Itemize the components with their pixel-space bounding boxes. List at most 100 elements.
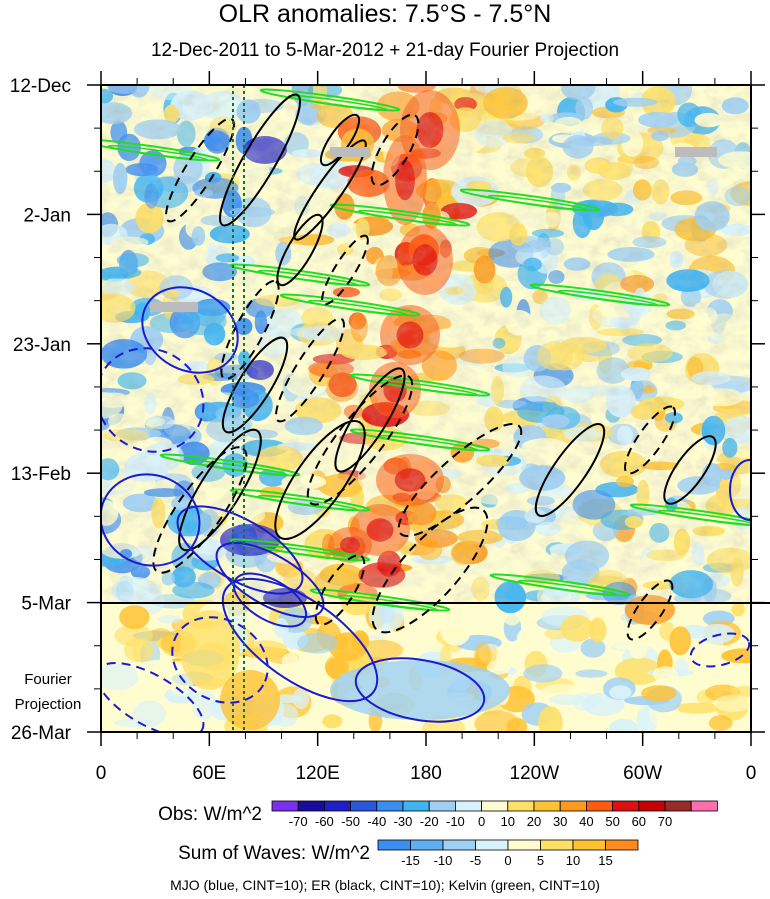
er-contour [397, 423, 523, 537]
anomaly-cell [440, 615, 471, 646]
kelvin-contour [287, 94, 389, 112]
er-contour [626, 579, 674, 641]
er-contour [306, 374, 414, 506]
anomaly-cell [614, 657, 663, 685]
anomaly-cell [731, 602, 745, 617]
colorbar-label: 60 [632, 814, 646, 829]
colorbar-label: -10 [446, 814, 465, 829]
anomaly-cell [710, 661, 736, 685]
colorbar-label: 40 [579, 814, 593, 829]
anomaly-cell [565, 709, 581, 732]
kelvin-contour [307, 299, 409, 317]
anomaly-cell [138, 659, 183, 673]
x-tick-label: 60E [192, 763, 226, 784]
er-contour [165, 117, 235, 223]
colorbar-swatch [507, 839, 541, 851]
colorbar-swatch [605, 839, 639, 851]
missing-patch [675, 147, 717, 157]
anomaly-cell [721, 648, 751, 664]
chart-subtitle: 12-Dec-2011 to 5-Mar-2012 + 21-day Fouri… [150, 40, 620, 61]
er-contour [534, 423, 606, 517]
kelvin-contour [657, 509, 751, 527]
x-axis: 0 60E 120E 180 120W 60W 0 [96, 71, 757, 784]
mjo-contour [101, 347, 205, 453]
anomaly-cell [538, 706, 563, 732]
anomaly-cell [153, 681, 168, 709]
colorbar-swatch [410, 839, 444, 851]
colorbar-swatch [507, 800, 535, 812]
colorbar-swatch [271, 800, 299, 812]
mjo-contour [354, 657, 486, 723]
y-tick-label: 2-Jan [23, 205, 71, 226]
kelvin-contour [337, 594, 439, 612]
anomaly-cell [575, 669, 608, 678]
projection-anomaly [180, 610, 240, 690]
mjo-contour [232, 572, 308, 628]
anomaly-cell [486, 660, 511, 675]
contour-legend: MJO (blue, CINT=10); ER (black, CINT=10)… [170, 877, 600, 893]
anomaly-cell [572, 692, 597, 711]
colorbar-swatch [586, 800, 614, 812]
anomaly-cell [368, 600, 404, 632]
colorbar-label: -10 [434, 853, 453, 868]
texture-overlay [101, 85, 751, 603]
kelvin-contour [357, 209, 459, 227]
colorbar-swatch [664, 800, 692, 812]
colorbar-label: 50 [605, 814, 619, 829]
er-contour [663, 435, 717, 505]
x-tick-label: 0 [746, 763, 757, 784]
x-tick-label: 120W [510, 763, 560, 784]
anomaly-cell [560, 614, 594, 642]
colorbar-label: 0 [504, 853, 511, 868]
er-contour [334, 367, 406, 473]
kelvin-contour [517, 579, 619, 597]
colorbar-swatch [690, 800, 718, 812]
y-tick-label: 23-Jan [13, 335, 71, 356]
colorbar-swatch [323, 800, 351, 812]
mjo-contour [689, 632, 751, 668]
colorbar-label: -40 [367, 814, 386, 829]
er-contour [275, 317, 345, 423]
anomaly-cell [516, 628, 539, 648]
anomaly-cell [101, 663, 139, 691]
anomaly-cell [699, 623, 735, 644]
colorbar-label: -30 [394, 814, 413, 829]
anomaly-cell [673, 702, 721, 714]
anomaly-cell [168, 672, 194, 696]
colorbar-swatch [533, 800, 561, 812]
colorbar-swatch [638, 800, 666, 812]
y-tick-label: 26-Mar [11, 723, 72, 744]
x-tick-label: 180 [410, 763, 442, 784]
er-contour [220, 279, 280, 381]
y-tick-label: 12-Dec [10, 76, 71, 97]
colorbar-swatch [428, 800, 456, 812]
projection-anomaly [220, 670, 280, 730]
colorbar-swatch [454, 800, 482, 812]
colorbar-label: 30 [553, 814, 567, 829]
colorbar-swatch [377, 839, 411, 851]
colorbar-label: 70 [658, 814, 672, 829]
waves-colorbar: -15 -10 -5 0 5 10 15 [377, 839, 639, 868]
kelvin-contour [107, 144, 209, 162]
colorbar-swatch [612, 800, 640, 812]
colorbar-label: 20 [527, 814, 541, 829]
anomaly-cell [523, 664, 563, 683]
anomaly-cell [714, 694, 751, 712]
anomaly-cell [132, 700, 166, 728]
waves-colorbar-title: Sum of Waves: W/m^2 [178, 843, 370, 864]
anomaly-cell [588, 617, 607, 643]
chart-title: OLR anomalies: 7.5°S - 7.5°N [218, 0, 552, 28]
mjo-contour [221, 577, 379, 703]
missing-patch [150, 302, 198, 312]
anomaly-cell [281, 652, 300, 669]
er-contour [219, 93, 301, 227]
wave-contours [101, 88, 751, 732]
colorbar-swatch [376, 800, 404, 812]
colorbar-label: 15 [598, 853, 612, 868]
er-contour [276, 213, 324, 287]
er-contour [274, 420, 366, 540]
y-tick-label: 5-Mar [21, 594, 71, 615]
anomaly-cell [273, 617, 289, 639]
anomaly-cell [157, 614, 181, 624]
anomaly-cell [474, 710, 520, 732]
